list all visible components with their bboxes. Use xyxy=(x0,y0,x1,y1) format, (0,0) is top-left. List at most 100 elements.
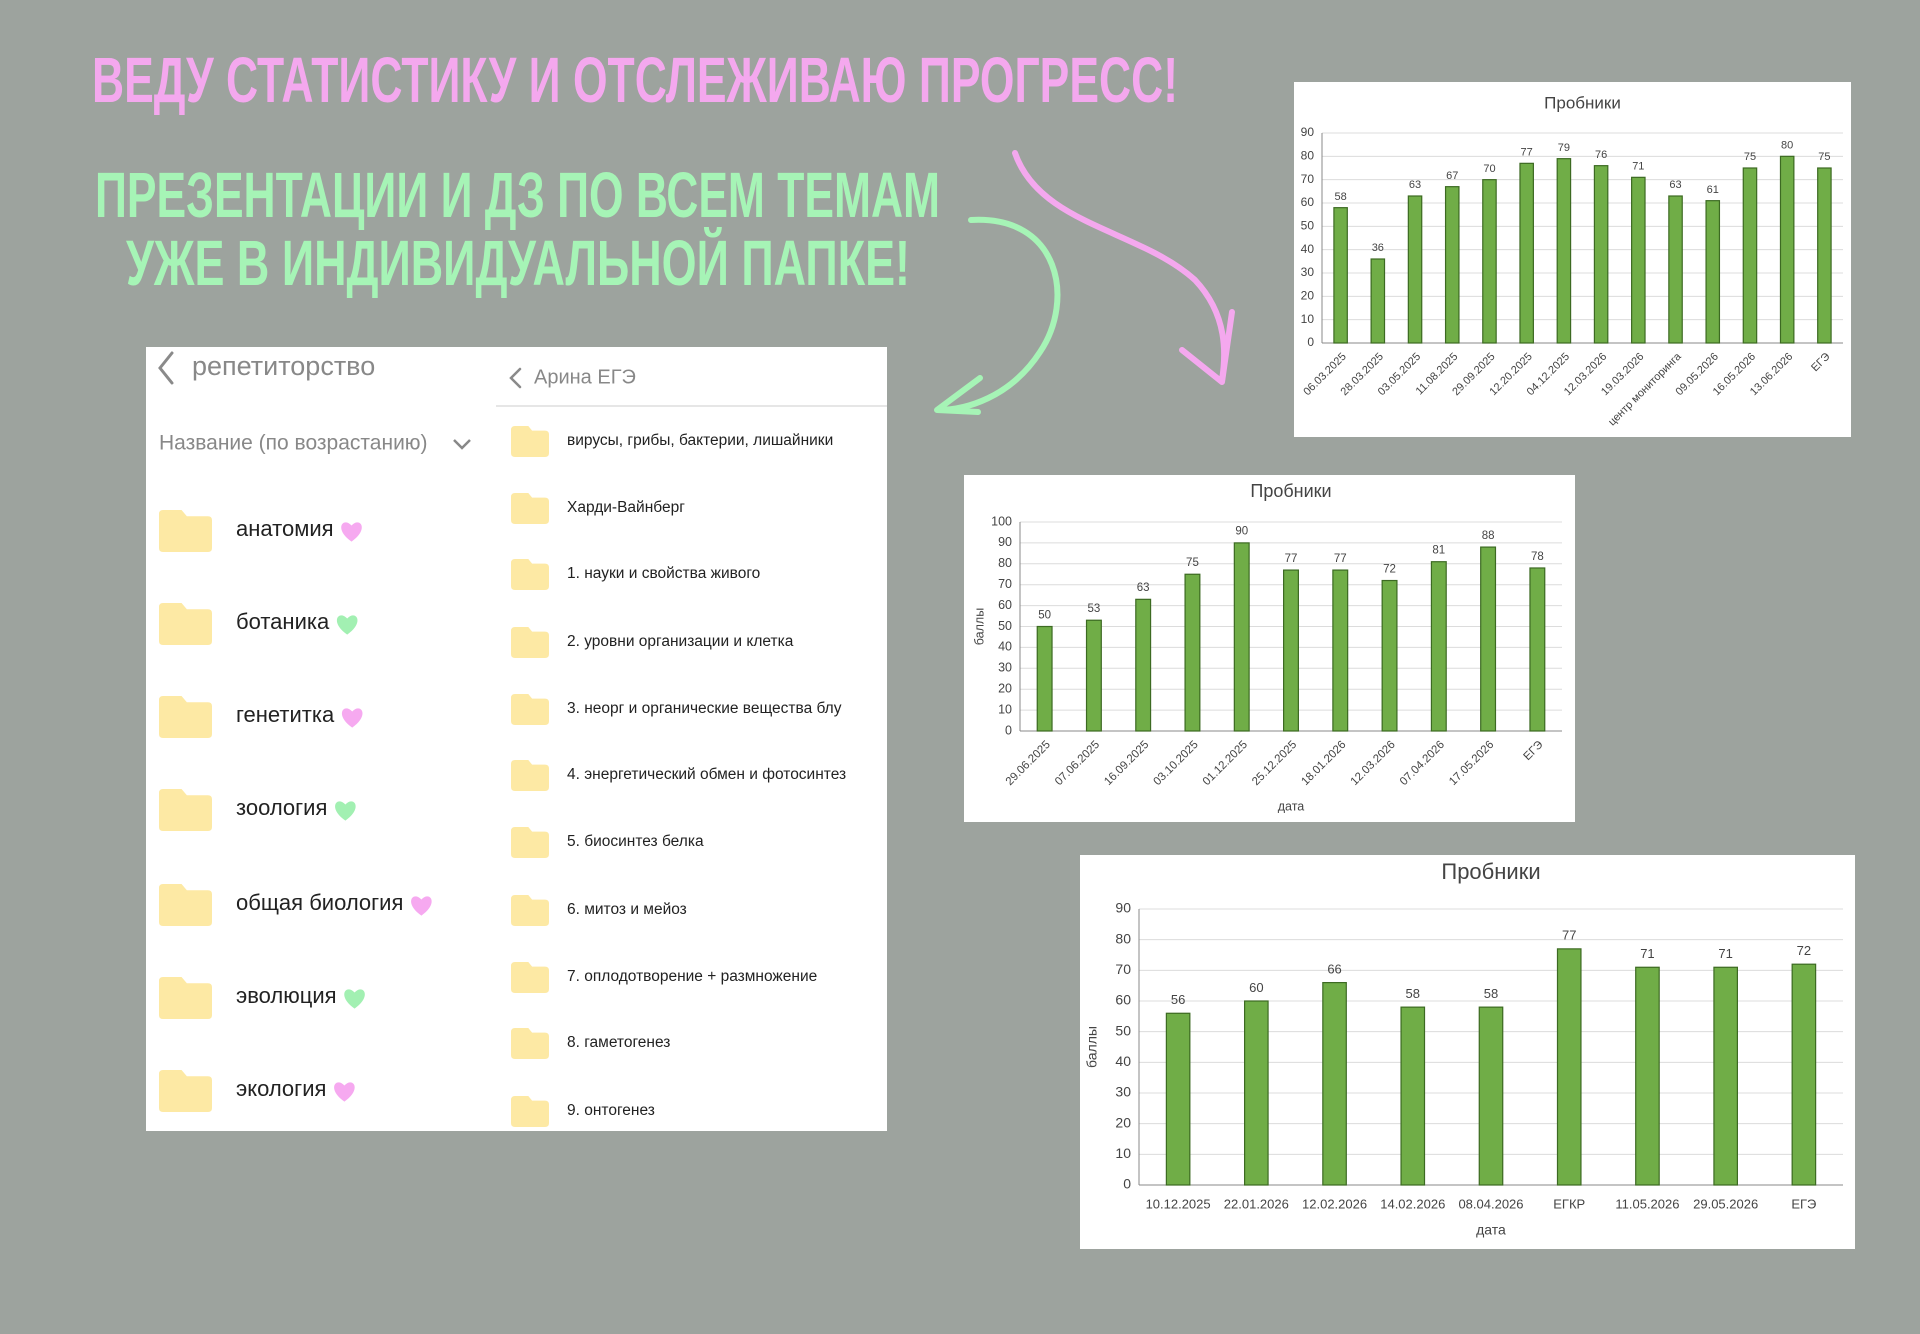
y-tick-label: 10 xyxy=(1301,312,1315,326)
heart-icon xyxy=(341,708,363,728)
data-label: 67 xyxy=(1446,170,1458,182)
folder-name[interactable]: 3. неорг и органические вещества блу xyxy=(567,700,842,717)
bar xyxy=(1779,155,1795,344)
heart-icon xyxy=(411,896,432,916)
folder-name[interactable]: экология xyxy=(236,1076,326,1101)
folder-name[interactable]: 6. митоз и мейоз xyxy=(567,901,687,918)
y-tick-label: 20 xyxy=(998,681,1012,695)
y-tick-label: 60 xyxy=(1115,992,1131,1008)
data-label: 63 xyxy=(1409,179,1421,191)
chart-background xyxy=(964,475,1575,822)
folder-name[interactable]: 8. гаметогенез xyxy=(567,1034,670,1051)
back-icon[interactable] xyxy=(509,367,522,389)
y-tick-label: 30 xyxy=(1301,265,1315,279)
data-label: 80 xyxy=(1781,139,1793,151)
y-tick-label: 70 xyxy=(1301,172,1315,186)
x-tick-label: 10.12.2025 xyxy=(1146,1196,1211,1211)
arrow xyxy=(935,216,1061,413)
data-label: 71 xyxy=(1640,946,1654,961)
y-tick-label: 50 xyxy=(998,619,1012,633)
panel xyxy=(146,347,887,1131)
folder-name[interactable]: 4. энергетический обмен и фотосинтез xyxy=(567,766,846,783)
y-tick-label: 60 xyxy=(1301,195,1315,209)
chart-title: Пробники xyxy=(1250,481,1331,501)
folder-name[interactable]: 5. биосинтез белка xyxy=(567,833,704,850)
x-tick-label: 11.05.2026 xyxy=(1615,1196,1679,1211)
bar xyxy=(1705,200,1721,344)
folder-name[interactable]: 1. науки и свойства живого xyxy=(567,565,760,582)
folder-icon xyxy=(511,827,549,858)
x-tick-label: 12.02.2026 xyxy=(1302,1196,1367,1211)
chart: Пробники 0 10 20 30 40 50 60 70 80 90 56 10.12.2025 6… xyxy=(1080,855,1855,1249)
x-tick-label: 14.02.2026 xyxy=(1380,1196,1445,1211)
y-tick-label: 10 xyxy=(998,702,1012,716)
chart-background xyxy=(1080,855,1855,1249)
bar xyxy=(1482,179,1497,344)
folder-name[interactable]: анатомия xyxy=(236,516,334,541)
folder-icon xyxy=(511,559,549,590)
sort-label[interactable]: Название (по возрастанию) xyxy=(159,432,428,455)
folder-icon xyxy=(159,1070,212,1112)
bar xyxy=(1036,625,1053,732)
folder-name[interactable]: 9. онтогенез xyxy=(567,1102,655,1119)
x-tick-label: 29.05.2026 xyxy=(1693,1196,1758,1211)
data-label: 58 xyxy=(1334,191,1346,203)
bar xyxy=(1184,573,1201,732)
bar xyxy=(1668,195,1683,344)
data-label: 58 xyxy=(1484,986,1498,1001)
x-tick-label: 08.04.2026 xyxy=(1458,1196,1523,1211)
data-label: 90 xyxy=(1235,526,1248,538)
bar xyxy=(1635,966,1660,1186)
headline: ВЕДУ СТАТИСТИКУ И ОТСЛЕЖИВАЮ ПРОГРЕСС! xyxy=(92,44,1178,116)
x-tick-label: 22.01.2026 xyxy=(1224,1196,1289,1211)
bar xyxy=(1519,162,1534,344)
bar xyxy=(1243,1000,1269,1186)
data-label: 50 xyxy=(1038,609,1051,621)
data-label: 70 xyxy=(1483,163,1495,175)
data-label: 75 xyxy=(1818,151,1830,163)
back-icon[interactable] xyxy=(158,351,174,385)
folder-name[interactable]: 7. оплодотворение + размножение xyxy=(567,968,817,985)
data-label: 58 xyxy=(1406,986,1420,1001)
heart-icon xyxy=(334,1082,355,1102)
bar xyxy=(1480,546,1497,732)
folder-icon xyxy=(511,760,549,791)
data-label: 71 xyxy=(1632,160,1644,172)
data-label: 77 xyxy=(1562,928,1576,943)
folder-name[interactable]: зоология xyxy=(236,795,327,820)
y-axis-label: баллы xyxy=(972,608,986,645)
data-label: 76 xyxy=(1595,149,1607,161)
y-tick-label: 30 xyxy=(998,661,1012,675)
data-label: 79 xyxy=(1558,142,1570,154)
y-tick-label: 100 xyxy=(991,514,1012,528)
bar xyxy=(1593,165,1609,344)
chart: Пробники01020304050607080905806.03.20253… xyxy=(1294,82,1851,437)
bar xyxy=(1478,1006,1504,1186)
y-tick-label: 40 xyxy=(1115,1053,1131,1069)
folder-name[interactable]: эволюция xyxy=(236,983,337,1008)
arrow xyxy=(1012,150,1228,383)
folder-name[interactable]: ботаника xyxy=(236,609,330,634)
data-label: 75 xyxy=(1744,151,1756,163)
chart-title: Пробники xyxy=(1441,859,1540,884)
folder-icon xyxy=(511,1096,549,1127)
folder-name[interactable]: общая биология xyxy=(236,890,403,915)
chart-title: Пробники xyxy=(1544,93,1621,112)
folder-name[interactable]: 2. уровни организации и клетка xyxy=(567,633,794,650)
folder-name[interactable]: вирусы, грибы, бактерии, лишайники xyxy=(567,432,833,449)
bar xyxy=(1444,186,1460,344)
heart-icon xyxy=(335,801,356,821)
data-label: 36 xyxy=(1372,242,1384,254)
folder-icon xyxy=(511,627,549,658)
folder-icon xyxy=(511,895,549,926)
folder-name[interactable]: Харди-Вайнберг xyxy=(567,499,685,516)
data-label: 63 xyxy=(1669,179,1681,191)
bar xyxy=(1631,176,1646,344)
bar xyxy=(1322,981,1347,1186)
y-tick-label: 40 xyxy=(998,640,1012,654)
folder-icon xyxy=(159,603,212,645)
data-label: 77 xyxy=(1521,146,1533,158)
folder-name[interactable]: генетитка xyxy=(236,702,335,727)
data-label: 75 xyxy=(1186,557,1199,569)
y-tick-label: 20 xyxy=(1115,1114,1131,1130)
